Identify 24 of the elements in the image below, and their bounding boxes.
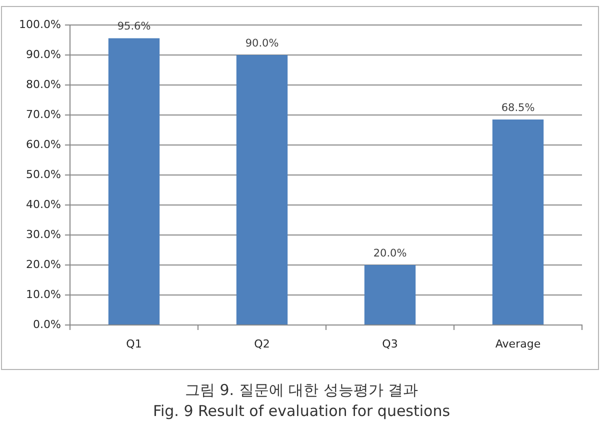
- y-tick-label: 30.0%: [26, 228, 61, 241]
- bar: [236, 55, 288, 324]
- data-label: 68.5%: [501, 102, 535, 114]
- bar: [492, 120, 544, 324]
- y-tick-label: 0.0%: [33, 318, 61, 331]
- y-tick-label: 80.0%: [26, 78, 61, 91]
- y-tick-label: 20.0%: [26, 258, 61, 271]
- data-label: 90.0%: [245, 37, 279, 50]
- y-tick-label: 60.0%: [26, 138, 61, 151]
- y-tick-label: 10.0%: [26, 288, 61, 301]
- caption: 그림 9. 질문에 대한 성능평가 결과: [184, 380, 420, 401]
- y-tick-label: 90.0%: [26, 48, 61, 61]
- data-label: 20.0%: [373, 247, 407, 260]
- caption: Fig. 9 Result of evaluation for questions: [152, 401, 452, 422]
- x-tick-label: Q1: [126, 337, 142, 350]
- bar: [108, 38, 160, 324]
- bar: [364, 265, 416, 324]
- y-tick-label: 40.0%: [26, 198, 61, 211]
- y-tick-label: 100.0%: [19, 18, 61, 31]
- y-tick-label: 70.0%: [26, 108, 61, 121]
- x-tick-label: Q3: [382, 337, 398, 350]
- x-tick-label: Q2: [254, 337, 270, 350]
- y-tick-label: 50.0%: [26, 168, 61, 181]
- x-tick-label: Average: [495, 337, 541, 350]
